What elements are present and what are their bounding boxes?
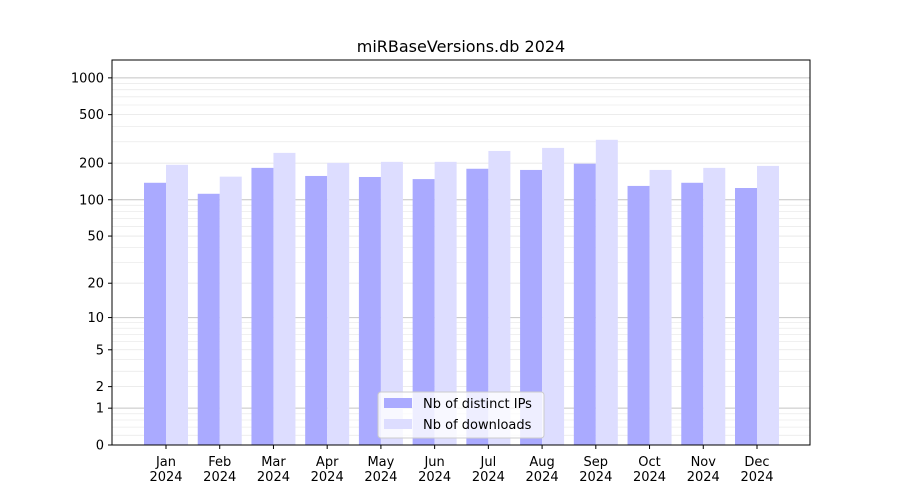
bar-distinct-ips [144, 182, 166, 445]
bar-downloads [327, 162, 350, 445]
bar-downloads [595, 139, 618, 446]
y-tick-label: 200 [79, 157, 104, 172]
chart-title: miRBaseVersions.db 2024 [357, 37, 565, 56]
x-tick-label: Mar 2024 [257, 455, 290, 485]
y-tick-label: 10 [87, 311, 104, 326]
bar-downloads [273, 152, 296, 445]
legend-swatch [384, 419, 412, 429]
y-tick-label: 50 [87, 230, 104, 245]
x-tick-label: Jan 2024 [149, 455, 182, 485]
x-tick-label: May 2024 [364, 455, 397, 485]
x-tick-label: Jun 2024 [418, 455, 451, 485]
y-tick-label: 1 [96, 402, 104, 417]
y-tick-label: 500 [79, 108, 104, 123]
bar-distinct-ips [735, 187, 757, 445]
y-tick-label: 0 [96, 439, 104, 454]
bar-distinct-ips [627, 185, 650, 446]
y-tick-label: 100 [79, 193, 104, 208]
legend: Nb of distinct IPs Nb of downloads [377, 391, 545, 439]
bar-distinct-ips [681, 182, 704, 445]
bar-distinct-ips [573, 163, 596, 445]
legend-label: Nb of distinct IPs [423, 397, 532, 412]
y-tick-label: 20 [87, 277, 104, 292]
plot-frame [111, 59, 811, 446]
x-tick-label: Aug 2024 [526, 455, 559, 485]
y-tick-label: 1000 [71, 71, 104, 86]
bar-distinct-ips [305, 175, 328, 445]
y-tick-label: 5 [96, 343, 104, 358]
bar-downloads [488, 150, 511, 446]
bar-downloads [166, 164, 188, 445]
bar-downloads [219, 176, 242, 445]
bar-downloads [542, 147, 565, 445]
legend-label: Nb of downloads [423, 418, 532, 433]
bar-distinct-ips [197, 193, 220, 445]
bar-distinct-ips [251, 167, 274, 445]
bar-downloads [380, 161, 403, 446]
x-tick-label: Feb 2024 [203, 455, 236, 485]
bar-distinct-ips [412, 179, 435, 446]
y-tick-label: 2 [96, 380, 104, 395]
x-tick-label: Apr 2024 [311, 455, 344, 485]
x-tick-label: Dec 2024 [740, 455, 773, 485]
bar-distinct-ips [358, 176, 381, 445]
x-tick-label: Sep 2024 [579, 455, 612, 485]
bar-downloads [703, 167, 726, 445]
legend-box [377, 391, 545, 439]
x-tick-label: Nov 2024 [687, 455, 720, 485]
bar-downloads [434, 161, 457, 446]
bar-distinct-ips [520, 169, 543, 445]
bar-downloads [649, 169, 672, 445]
bar-distinct-ips [466, 168, 489, 445]
bar-downloads [757, 165, 779, 446]
x-tick-label: Oct 2024 [633, 455, 666, 485]
x-tick-label: Jul 2024 [472, 455, 505, 485]
legend-swatch [384, 398, 412, 408]
